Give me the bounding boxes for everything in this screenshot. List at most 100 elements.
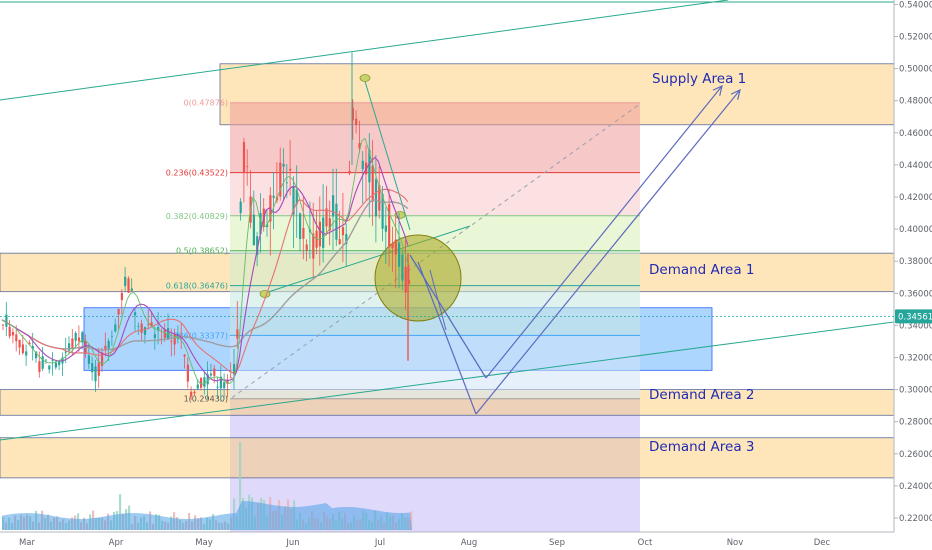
candle-body (74, 332, 77, 341)
candle-body (68, 343, 71, 351)
current-price-label: 0.34561 (898, 312, 932, 322)
candle-body (51, 360, 54, 362)
candle-body (236, 329, 239, 339)
candle-body (193, 391, 196, 394)
candle-body (371, 165, 374, 202)
candle-body (299, 213, 302, 239)
projection-minor (429, 269, 447, 331)
time-tick-label: Jun (285, 538, 299, 548)
candle-body (190, 391, 193, 397)
candle-body (71, 338, 74, 349)
price-tick-label: 0.28000 (899, 418, 932, 428)
fibonacci-layer: 0(0.47876) 0.236(0.43522) 0.382(0.40829) 0.… (166, 99, 641, 404)
candle-body (134, 312, 137, 316)
zone-demand-area-3 (0, 437, 895, 479)
candle-body (252, 214, 255, 246)
price-axis[interactable]: 0.22000 0.24000 0.26000 0.28000 0.30000 0.320… (893, 0, 932, 550)
candle-body (64, 351, 67, 353)
price-tick-label: 0.24000 (899, 482, 932, 492)
candle-body (11, 332, 15, 336)
candle-body (404, 266, 407, 293)
candle-body (54, 362, 57, 368)
volume-bar (410, 511, 413, 530)
candle-body (355, 118, 358, 125)
zone-label-demand-area-1: Demand Area 1 (649, 262, 755, 278)
candle-body (378, 185, 381, 211)
candle-body (259, 212, 262, 235)
price-tick-label: 0.32000 (899, 354, 932, 364)
time-tick-label: Aug (461, 538, 478, 548)
projection-up-a-head (712, 84, 723, 96)
upper-channel-line (0, 0, 729, 101)
price-tick-label: 0.54000 (899, 0, 932, 10)
fib-level-label: 0.618(0.36476) (166, 282, 228, 291)
highlight-circle (374, 234, 462, 322)
zone-label-demand-area-2: Demand Area 2 (649, 387, 755, 403)
price-tick-label: 0.26000 (899, 450, 932, 460)
candle-body (394, 239, 397, 255)
candle-body (157, 327, 160, 331)
moving-averages-layer (1, 137, 409, 385)
candle-body (94, 366, 97, 382)
candle-body (5, 314, 8, 327)
candle-body (114, 324, 117, 332)
fib-level-label: 0.382(0.40829) (166, 212, 228, 221)
candle-body (183, 354, 186, 357)
time-axis[interactable]: Mar Apr May Jun Jul Aug Sep Oct Nov Dec (0, 531, 932, 550)
candle-body (219, 376, 222, 389)
candle-body (368, 150, 371, 183)
candle-body (8, 326, 11, 337)
volume-layer (2, 441, 413, 530)
candle-body (318, 221, 321, 247)
candle-body (153, 334, 156, 339)
volume-bar (119, 494, 122, 530)
candle-body (21, 344, 24, 354)
candle-body (110, 335, 114, 337)
candle-body (87, 355, 90, 364)
candle-body (104, 345, 107, 350)
current-price-badge (895, 309, 932, 324)
candle-body (328, 218, 331, 231)
candle-body (279, 162, 282, 197)
trendlines-layer (0, 0, 895, 441)
candle-body (266, 224, 269, 228)
fib-band (230, 335, 640, 399)
candle-body (341, 227, 345, 236)
candle-body (97, 362, 100, 376)
time-tick-label: Sep (549, 538, 565, 548)
candle-body (28, 342, 31, 345)
price-tick-label: 0.50000 (899, 65, 932, 75)
candle-body (58, 361, 61, 366)
candle-body (332, 195, 335, 217)
candle-body (256, 236, 259, 255)
projection-up-b (475, 89, 741, 415)
candle-body (374, 179, 378, 217)
candle-body (285, 182, 288, 184)
candle-body (305, 244, 308, 251)
price-tick-label: 0.30000 (899, 386, 932, 396)
candle-body (206, 374, 209, 385)
candle-body (381, 194, 384, 229)
volume-average (2, 501, 412, 530)
price-tick-label: 0.48000 (899, 97, 932, 107)
candle-body (391, 243, 394, 249)
candle-body (81, 332, 84, 343)
candle-body (398, 242, 401, 267)
candle-body (127, 278, 130, 293)
candle-body (272, 195, 275, 198)
price-axis-bg (894, 0, 932, 550)
candle-body (407, 280, 411, 284)
candle-body (18, 339, 21, 348)
candle-body (48, 365, 51, 370)
pivot-marker (259, 290, 271, 298)
price-tick-label: 0.36000 (899, 289, 932, 299)
ma-medium (1, 188, 409, 374)
candle-body (91, 363, 94, 373)
candle-body (31, 346, 34, 349)
time-axis-bg (0, 532, 932, 550)
candle-body (315, 230, 318, 248)
fib-level-label: 0(0.47876) (184, 99, 228, 108)
time-tick-label: Mar (19, 538, 36, 548)
candle-body (223, 382, 226, 389)
